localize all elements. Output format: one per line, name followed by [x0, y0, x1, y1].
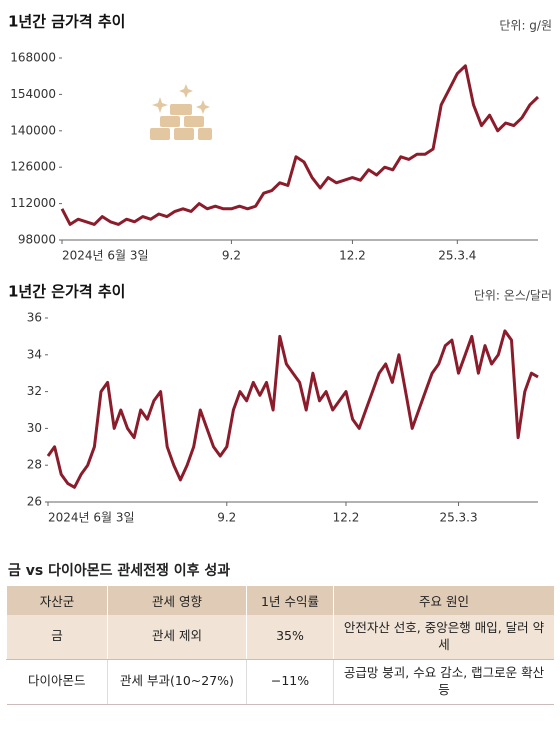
cell: 관세 부과(10~27%) [107, 659, 247, 705]
y-tick-label: 26 [27, 495, 42, 509]
x-tick-label: 12.2 [333, 511, 360, 525]
x-tick-label: 25.3.3 [439, 511, 477, 525]
x-tick-label: 25.3.4 [438, 249, 476, 263]
x-tick-label: 12.2 [339, 249, 366, 263]
cell: 공급망 붕괴, 수요 감소, 랩그로운 확산 등 [333, 659, 554, 705]
gold-bars-icon [150, 84, 212, 140]
y-tick-label: 126000 [10, 160, 56, 174]
x-tick-label: 2024년 6월 3일 [62, 249, 149, 263]
chart-title: 1년간 은가격 추이 [8, 283, 125, 301]
y-tick-label: 154000 [10, 87, 56, 101]
x-tick-label: 2024년 6월 3일 [48, 511, 135, 525]
y-tick-label: 168000 [10, 51, 56, 65]
cell: 안전자산 선호, 중앙은행 매입, 달러 약세 [333, 615, 554, 660]
header-cell: 관세 영향 [107, 586, 247, 615]
y-tick-label: 32 [27, 384, 42, 398]
header-cell: 자산군 [6, 586, 108, 615]
header-cell: 주요 원인 [333, 586, 554, 615]
x-tick-label: 9.2 [217, 511, 236, 525]
chart-title: 1년간 금가격 추이 [8, 13, 125, 31]
y-tick-label: 30 [27, 421, 42, 435]
unit-label: 단위: 온스/달러 [474, 289, 552, 303]
y-tick-label: 36 [27, 311, 42, 325]
cell: 35% [246, 615, 334, 660]
charts: 1년간 금가격 추이 단위: g/원 98000 112000 126000 140000… [8, 13, 552, 525]
y-tick-label: 140000 [10, 123, 56, 137]
x-tick-label: 9.2 [222, 249, 241, 263]
price-line [60, 64, 540, 226]
cell: 관세 제외 [107, 615, 247, 660]
cell: 금 [6, 615, 108, 660]
cell: −11% [246, 659, 334, 705]
y-tick-label: 28 [27, 458, 42, 472]
unit-label: 단위: g/원 [499, 19, 552, 33]
y-tick-label: 98000 [18, 233, 56, 247]
cell: 다이아몬드 [6, 659, 108, 705]
price-line [46, 329, 539, 489]
table-title: 금 vs 다이아몬드 관세전쟁 이후 성과 [8, 563, 231, 579]
header-cell: 1년 수익률 [246, 586, 334, 615]
y-tick-label: 34 [27, 347, 42, 361]
table: 자산군 관세 영향 1년 수익률 주요 원인 금 관세 제외 35% 안전자산 … [6, 586, 554, 705]
y-tick-label: 112000 [10, 196, 56, 210]
